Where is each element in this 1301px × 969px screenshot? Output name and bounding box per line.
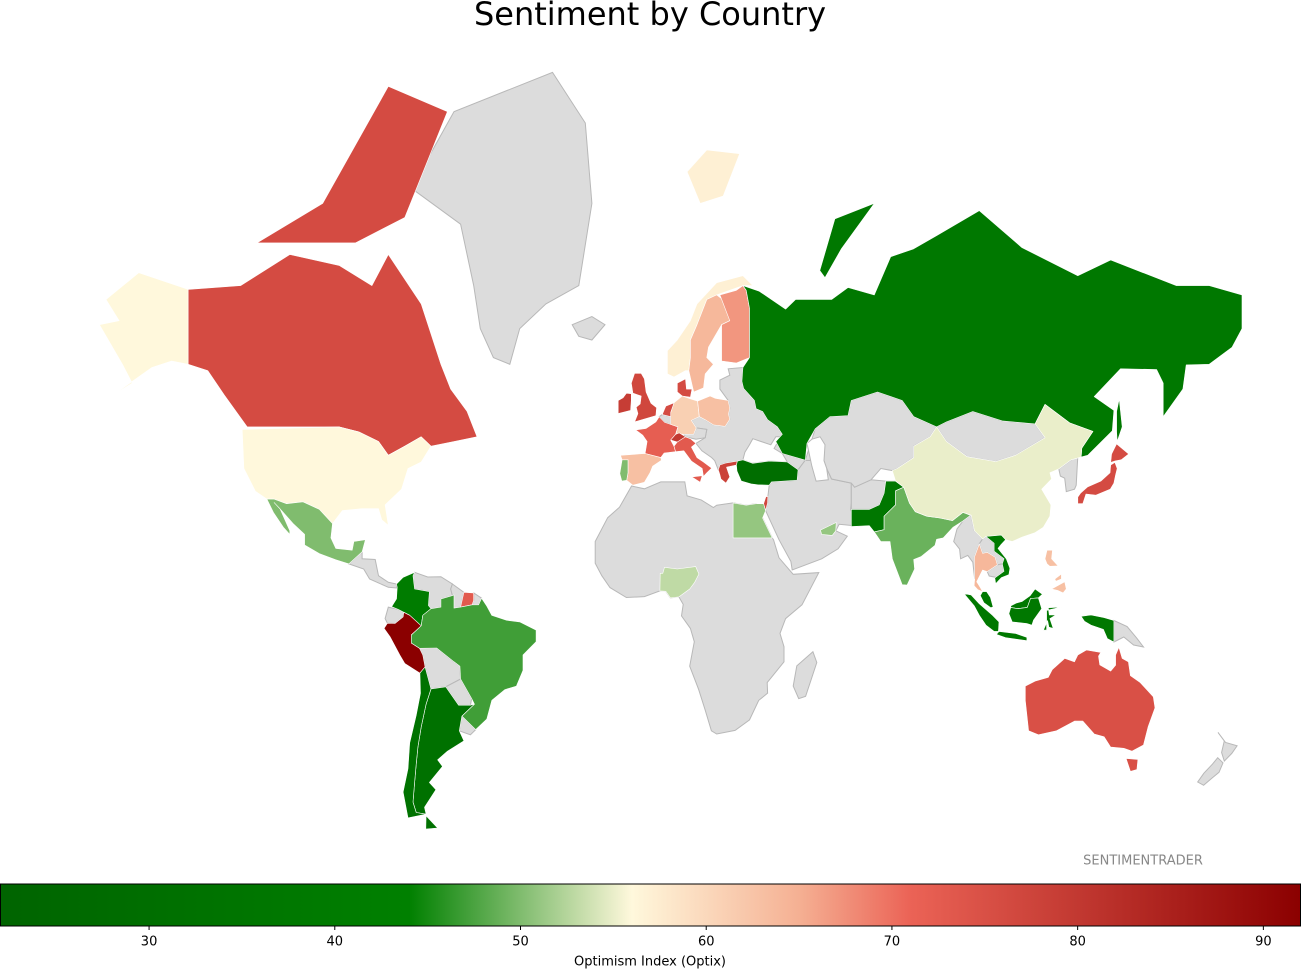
country <box>741 203 1243 461</box>
country <box>411 594 537 730</box>
map-layer <box>99 71 1243 830</box>
country <box>985 534 1011 584</box>
country <box>719 285 750 364</box>
colorbar-tick-label: 70 <box>884 935 901 950</box>
country <box>732 502 773 539</box>
country <box>617 392 632 414</box>
sea <box>806 436 829 482</box>
country <box>874 486 971 586</box>
country <box>187 86 478 456</box>
country <box>718 460 738 484</box>
country <box>266 498 366 565</box>
country <box>659 566 700 599</box>
country-no-data <box>1196 756 1224 786</box>
country <box>661 402 675 417</box>
country-no-data <box>347 550 397 589</box>
country <box>670 395 700 435</box>
country <box>736 459 799 486</box>
country <box>1077 443 1129 504</box>
country <box>820 522 837 536</box>
country <box>963 593 1115 643</box>
country-no-data <box>410 71 593 365</box>
country <box>892 404 1094 542</box>
colorbar: 30 40 50 60 70 80 90 <box>0 883 1301 950</box>
country <box>697 395 731 427</box>
colorbar-label: Optimism Index (Optix) <box>574 955 726 969</box>
country <box>402 666 432 819</box>
country-no-data <box>1217 732 1238 763</box>
country <box>673 436 712 483</box>
country-no-data <box>792 650 818 700</box>
chart-title: Sentiment by Country <box>474 0 826 33</box>
colorbar-tick-label: 90 <box>1255 935 1272 950</box>
colorbar-gradient <box>0 883 1301 927</box>
colorbar-tick-label: 30 <box>141 935 158 950</box>
country <box>619 459 629 482</box>
country <box>1025 647 1156 772</box>
country <box>631 373 657 423</box>
colorbar-tick-label: 50 <box>512 935 529 950</box>
colorbar-tick-label: 40 <box>327 935 344 950</box>
country-no-data <box>1113 619 1145 648</box>
watermark: SENTIMENTRADER <box>1083 854 1203 869</box>
country <box>1044 549 1067 594</box>
colorbar-tick-label: 60 <box>698 935 715 950</box>
colorbar-tick-label: 80 <box>1069 935 1086 950</box>
country <box>973 543 998 592</box>
country-no-data <box>571 316 606 341</box>
country <box>677 378 693 398</box>
